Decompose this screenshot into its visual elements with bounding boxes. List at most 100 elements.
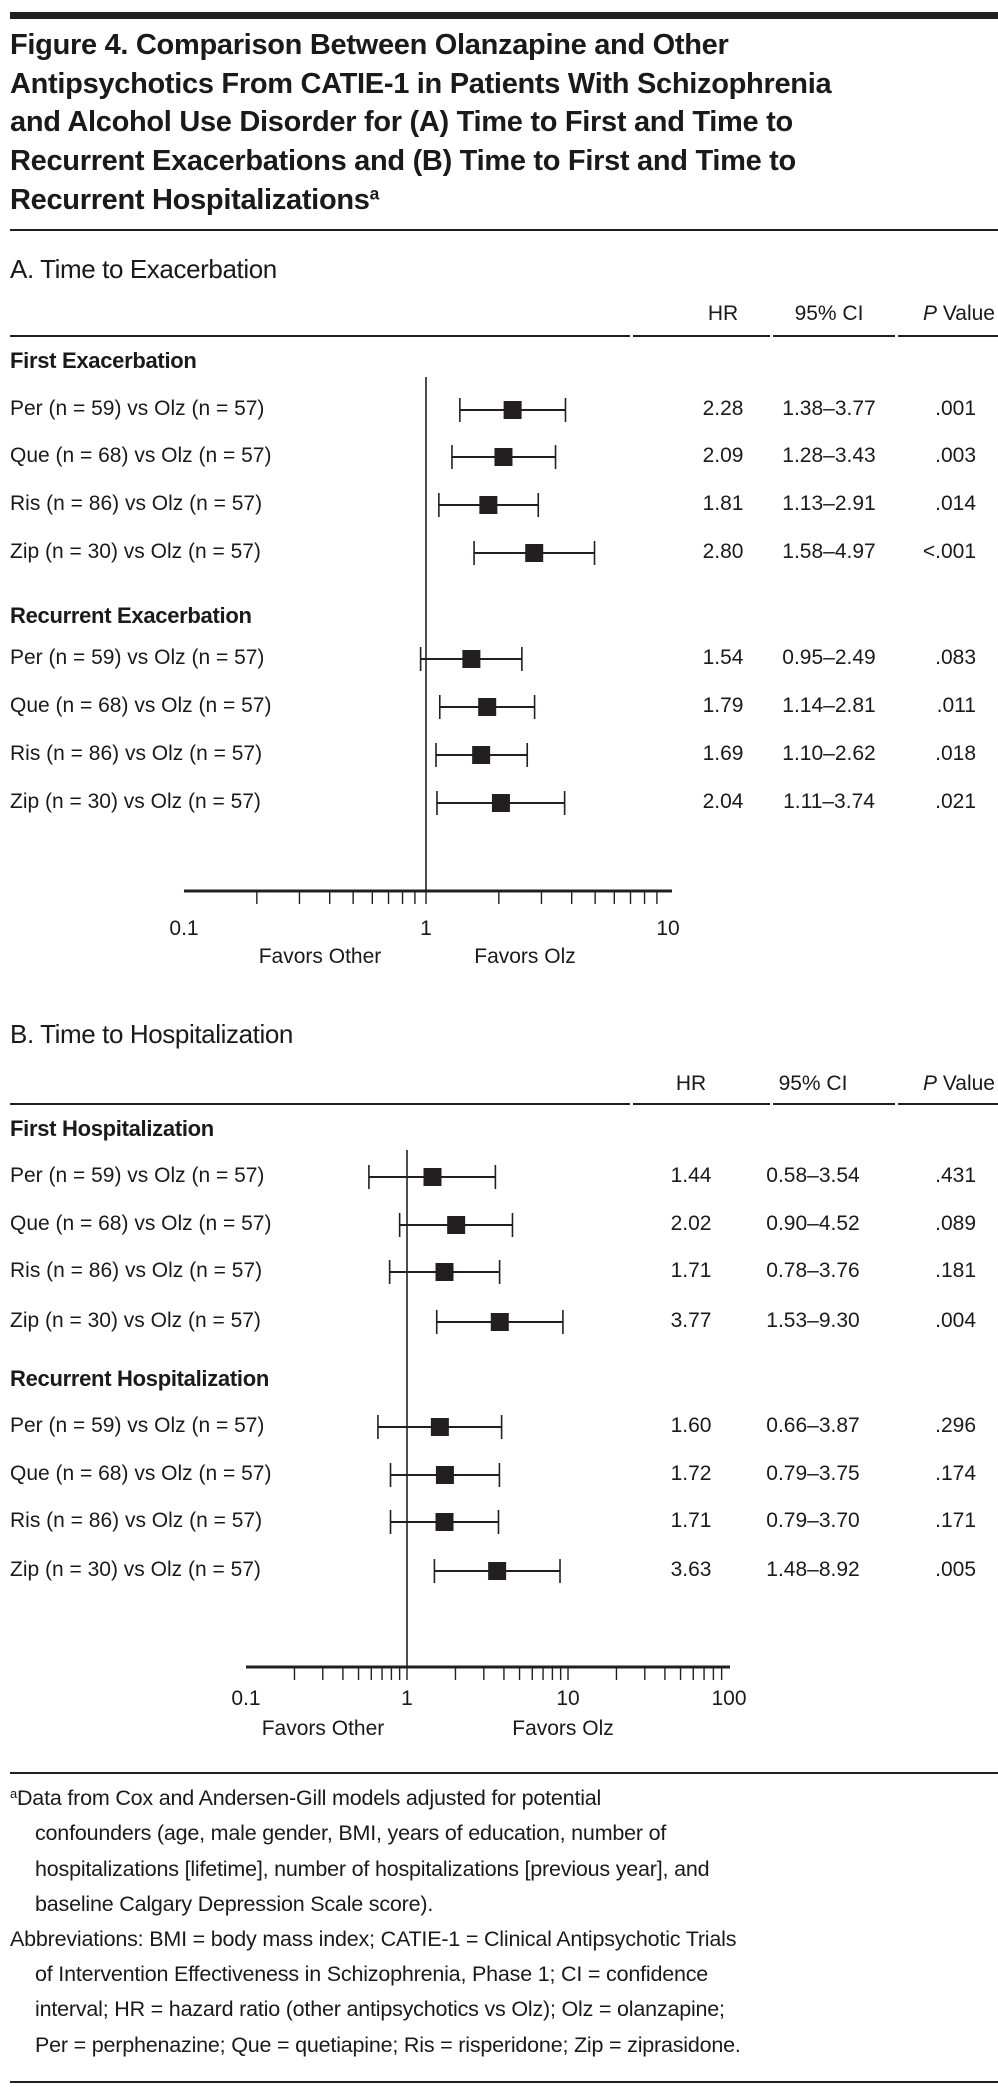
column-header-ci: 95% CI [794,302,864,326]
row-label: Que (n = 68) vs Olz (n = 57) [10,694,272,718]
abbreviations-line: Abbreviations: BMI = body mass index; CA… [10,1926,737,1951]
column-header-rule [898,335,998,337]
title-line-text: Recurrent Hospitalizations [10,184,370,217]
column-header-ci: 95% CI [778,1072,848,1096]
p-value-label: Value [937,1072,995,1096]
hr-value: 2.04 [702,790,744,814]
footnote-line: confounders (age, male gender, BMI, year… [35,1823,666,1845]
x-tick-label: 1 [401,1687,413,1711]
x-tick-label: 1 [420,917,432,941]
hr-value: 1.81 [702,492,744,516]
column-header-p-value: P Value [923,1073,995,1094]
row-label: Ris (n = 86) vs Olz (n = 57) [10,742,263,766]
hr-value: 1.54 [702,646,744,670]
p-value: .004 [935,1309,976,1333]
favors-right-label: Favors Olz [512,1717,614,1741]
row-label: Per (n = 59) vs Olz (n = 57) [10,646,265,670]
hr-point-square [430,1418,449,1436]
row-label: Que (n = 68) vs Olz (n = 57) [10,1212,272,1236]
p-value: .181 [935,1259,976,1283]
title-footnote-marker: a [369,183,380,204]
hr-point-square [435,1466,454,1484]
title-line-text: Antipsychotics From CATIE-1 in Patients … [10,68,832,101]
ci-value: 0.90–4.52 [766,1212,860,1236]
footnote-line: aData from Cox and Andersen-Gill models … [10,1786,602,1811]
hr-value: 1.71 [670,1259,712,1283]
x-tick-label: 10 [656,917,680,941]
hr-point-square [490,1313,509,1331]
p-italic: P [922,1072,937,1096]
p-value: .296 [935,1414,976,1438]
ci-value: 1.58–4.97 [782,540,876,564]
p-value: .021 [935,790,976,814]
favors-left-label: Favors Other [261,1717,385,1741]
row-label: Per (n = 59) vs Olz (n = 57) [10,397,265,421]
hr-point-square [423,1168,442,1186]
column-header-rule [898,1103,998,1105]
group-heading: Recurrent Hospitalization [10,1365,269,1391]
title-line-text: Figure 4. Comparison Between Olanzapine … [10,29,729,62]
group-heading: Recurrent Exacerbation [10,602,252,628]
hr-value: 2.80 [702,540,744,564]
p-value: .431 [935,1164,976,1188]
p-value: .089 [935,1212,976,1236]
column-header-hr: HR [707,302,739,326]
abbreviations-line: of Intervention Effectiveness in Schizop… [35,1962,709,1987]
title-line-text: and Alcohol Use Disorder for (A) Time to… [10,106,793,139]
ci-value: 1.11–3.74 [783,790,875,814]
hr-value: 1.79 [702,694,744,718]
x-tick-label: 0.1 [231,1687,261,1711]
ci-value: 0.95–2.49 [782,646,876,670]
footnote-text: baseline Calgary Depression Scale score)… [35,1891,434,1916]
footnote-text: Data from Cox and Andersen-Gill models a… [16,1786,602,1811]
hr-point-square [435,1513,454,1531]
title-line: Recurrent Hospitalizationsa [10,183,380,217]
favors-left-label: Favors Other [258,945,382,969]
ci-value: 1.48–8.92 [766,1558,860,1582]
row-label: Que (n = 68) vs Olz (n = 57) [10,1462,272,1486]
ci-value: 1.38–3.77 [782,397,876,421]
ci-value: 0.58–3.54 [766,1164,860,1188]
title-line: and Alcohol Use Disorder for (A) Time to… [10,108,793,137]
top-thick-rule [10,12,998,19]
favors-right-label: Favors Olz [474,945,576,969]
hr-value: 2.28 [702,397,744,421]
p-value: .171 [935,1509,976,1533]
hr-point-square [472,746,491,764]
x-tick-label: 10 [556,1687,580,1711]
ci-value: 1.14–2.81 [782,694,876,718]
row-label: Ris (n = 86) vs Olz (n = 57) [10,1509,263,1533]
row-label: Per (n = 59) vs Olz (n = 57) [10,1414,265,1438]
ci-value: 0.66–3.87 [766,1414,860,1438]
p-value: .003 [935,444,976,468]
hr-point-square [435,1263,454,1281]
p-value: .011 [936,694,976,718]
hr-point-square [479,496,498,514]
p-italic: P [922,302,937,326]
bottom-rule [10,2081,998,2083]
footnote-line: baseline Calgary Depression Scale score)… [35,1891,434,1916]
footnote-text: confounders (age, male gender, BMI, year… [35,1821,667,1846]
row-label: Zip (n = 30) vs Olz (n = 57) [10,790,261,814]
row-label: Ris (n = 86) vs Olz (n = 57) [10,492,263,516]
footnote-line: hospitalizations [lifetime], number of h… [35,1858,710,1881]
title-rule [10,229,998,231]
row-label: Ris (n = 86) vs Olz (n = 57) [10,1259,263,1283]
hr-point-square [525,544,544,562]
title-line: Recurrent Exacerbations and (B) Time to … [10,147,796,176]
hr-point-square [478,698,497,716]
panel-title: A. Time to Exacerbation [10,253,277,284]
row-label: Zip (n = 30) vs Olz (n = 57) [10,1309,261,1333]
abbreviations-line: Per = perphenazine; Que = quetiapine; Ri… [35,2032,741,2057]
row-label: Zip (n = 30) vs Olz (n = 57) [10,1558,261,1582]
hr-value: 2.09 [702,444,744,468]
title-line-text: Recurrent Exacerbations and (B) Time to … [10,145,796,178]
p-value: .014 [935,492,976,516]
group-heading: First Exacerbation [10,347,197,373]
title-line: Figure 4. Comparison Between Olanzapine … [10,31,729,60]
hr-point-square [462,650,481,668]
row-label: Zip (n = 30) vs Olz (n = 57) [10,540,261,564]
hr-value: 2.02 [670,1212,712,1236]
hr-value: 1.60 [670,1414,712,1438]
ci-value: 1.13–2.91 [782,492,876,516]
